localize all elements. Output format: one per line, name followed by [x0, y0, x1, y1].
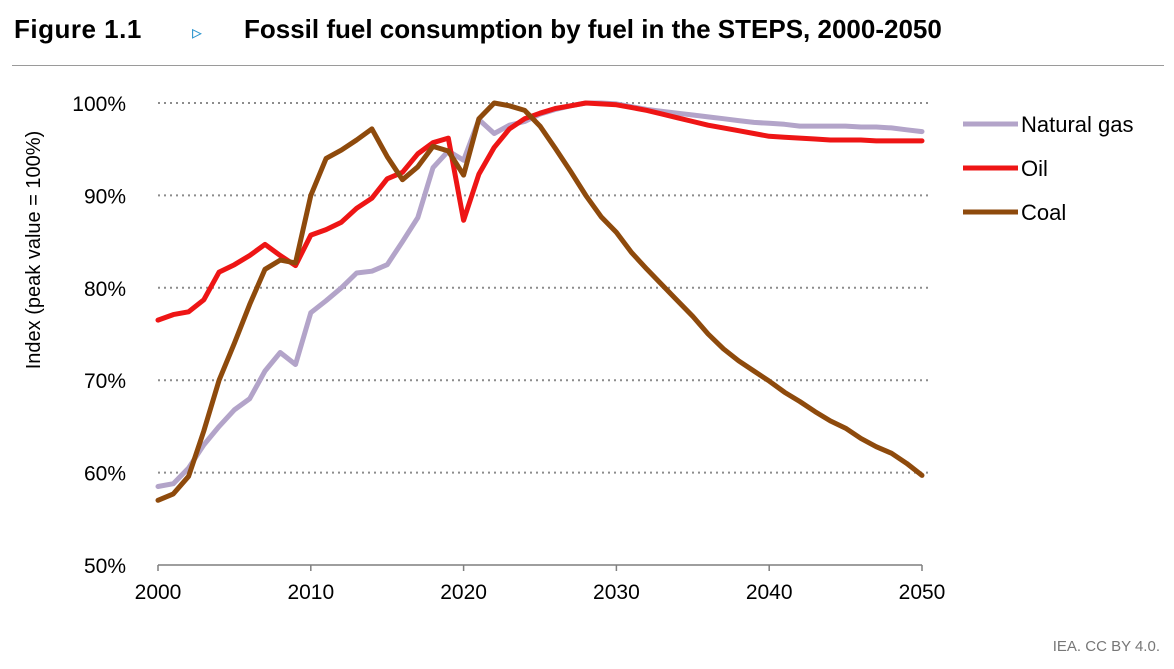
series-lines [155, 100, 925, 503]
triangle-arrow-icon: ▹ [192, 22, 203, 44]
figure-header: Figure 1.1 ▹ Fossil fuel consumption by … [14, 10, 1164, 50]
x-tick-label: 2030 [593, 581, 640, 604]
y-tick-label: 70% [84, 370, 126, 393]
x-tick-label: 2050 [899, 581, 946, 604]
axes: 50% 60% 70% 80% 90% 100% 2000 2010 2020 2030 2040 2… [72, 93, 945, 604]
legend: Natural gas Oil Coal [963, 112, 1134, 225]
y-tick-label: 80% [84, 278, 126, 301]
legend-label-natural-gas: Natural gas [1021, 112, 1134, 137]
credit-text: IEA. CC BY 4.0. [1052, 638, 1160, 655]
y-tick-label: 60% [84, 463, 126, 486]
x-tick-label: 2000 [135, 581, 182, 604]
x-tick-label: 2040 [746, 581, 793, 604]
chart-title: Fossil fuel consumption by fuel in the S… [244, 14, 942, 44]
y-tick-label: 50% [84, 555, 126, 578]
y-axis-label: Index (peak value = 100%) [23, 131, 45, 370]
header-divider [12, 65, 1164, 66]
legend-label-oil: Oil [1021, 156, 1048, 181]
gridlines [158, 102, 928, 474]
series-line-natural-gas [155, 100, 925, 489]
y-tick-label: 100% [72, 93, 126, 116]
y-tick-label: 90% [84, 185, 126, 208]
x-tick-label: 2020 [440, 581, 487, 604]
legend-label-coal: Coal [1021, 200, 1066, 225]
series-line-coal [155, 100, 925, 503]
x-tick-label: 2010 [287, 581, 334, 604]
figure-label: Figure 1.1 [14, 14, 142, 44]
